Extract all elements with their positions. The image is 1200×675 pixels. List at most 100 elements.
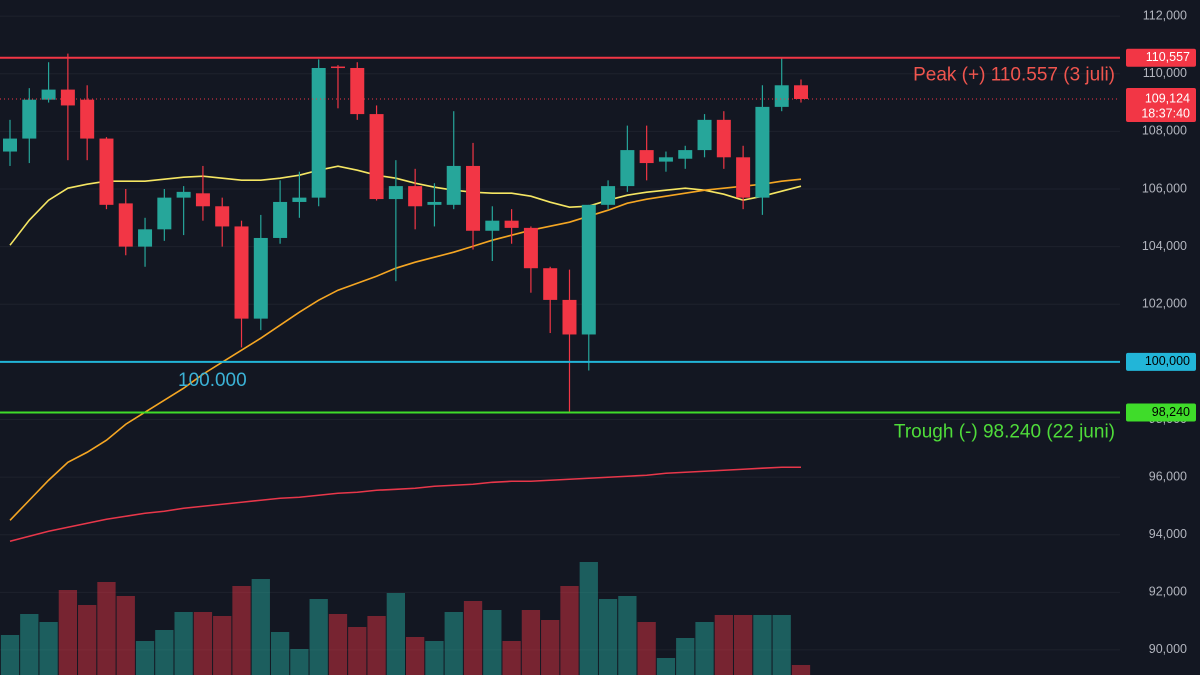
volume-bar	[348, 627, 367, 675]
y-tick-label: 106,000	[1142, 181, 1187, 195]
y-tick-label: 94,000	[1149, 527, 1187, 541]
volume-bar	[425, 641, 444, 675]
level-label: 100,000	[1145, 354, 1190, 368]
candle-body	[543, 268, 558, 300]
candle-body	[736, 157, 751, 198]
volume-bar	[676, 638, 695, 675]
candle-body	[253, 237, 268, 319]
volume-bar	[328, 614, 348, 675]
candle-body	[639, 150, 654, 164]
candle-body	[466, 165, 481, 231]
countdown: 18:37:40	[1141, 106, 1190, 120]
volume-bar	[618, 596, 637, 675]
last-price-badge	[1126, 87, 1196, 122]
volume-bar	[116, 596, 135, 675]
candle-body	[601, 186, 616, 205]
level-badge	[1126, 352, 1196, 371]
candle-body	[234, 226, 249, 319]
candle-body	[408, 186, 423, 207]
level-annotation: 100.000	[178, 370, 247, 391]
volume-bar	[309, 599, 328, 675]
candle-body	[504, 220, 519, 228]
moving-average	[9, 466, 801, 543]
candle-body	[388, 186, 403, 200]
level-label: 98,240	[1152, 405, 1190, 419]
volume-bar	[78, 605, 97, 675]
volume-bar	[193, 612, 213, 675]
volume-bar	[483, 610, 502, 675]
level-label: 110,557	[1146, 50, 1190, 64]
candle-body	[80, 99, 95, 139]
candle-body	[697, 119, 712, 151]
candle-body	[369, 114, 384, 200]
volume-bar	[444, 612, 463, 675]
y-tick-label: 92,000	[1149, 585, 1187, 599]
volume-bar	[521, 610, 541, 675]
candle-body	[41, 89, 56, 100]
candle-body	[774, 85, 789, 107]
volume-bar	[0, 635, 20, 675]
volume-bar	[135, 641, 155, 675]
candle-body	[195, 193, 210, 207]
volume-bar	[232, 586, 251, 675]
volume-bar	[714, 615, 733, 675]
candle-body	[157, 197, 172, 230]
candle-body	[485, 220, 500, 231]
candle-body	[22, 99, 37, 139]
candle-body	[794, 85, 808, 99]
volume-bar	[97, 582, 116, 675]
y-tick-label: 104,000	[1142, 239, 1187, 253]
volume-bar	[637, 622, 656, 675]
candle-body	[99, 138, 114, 205]
candle-body	[446, 165, 461, 205]
volume-bar	[270, 632, 290, 675]
volume-bar	[290, 649, 309, 675]
candle-body	[311, 67, 326, 198]
candle-body	[658, 157, 673, 162]
moving-average	[9, 178, 802, 521]
volume-bar	[367, 616, 386, 675]
level-annotation: Peak (+) 110.557 (3 juli)	[913, 65, 1115, 86]
candle-body	[755, 106, 770, 198]
volume-bar	[598, 599, 618, 675]
volume-bar	[213, 616, 232, 675]
volume-bar	[753, 615, 772, 675]
volume-bar	[541, 620, 560, 675]
candle-body	[3, 138, 17, 152]
level-badge	[1126, 403, 1196, 422]
y-tick-label: 96,000	[1149, 469, 1187, 483]
candle-body	[215, 206, 230, 227]
volume-bar	[772, 615, 791, 675]
level-badge	[1126, 48, 1196, 67]
level-annotation: Trough (-) 98.240 (22 juni)	[894, 422, 1115, 443]
candle-body	[330, 66, 345, 69]
y-tick-label: 90,000	[1149, 642, 1187, 656]
volume-bar	[579, 562, 598, 675]
y-tick-label: 108,000	[1142, 124, 1187, 138]
volume-bar	[58, 590, 78, 675]
volume-bar	[386, 593, 405, 675]
candle-body	[350, 67, 365, 115]
candle-body	[523, 227, 538, 269]
candle-body	[273, 201, 288, 238]
candle-body	[562, 299, 577, 335]
candle-body	[176, 191, 191, 198]
candle-body	[118, 203, 133, 247]
candle-body	[138, 229, 153, 247]
candle-body	[427, 201, 442, 205]
volume-bar	[463, 601, 483, 675]
candle-body	[292, 197, 307, 202]
volume-bar	[733, 615, 753, 675]
candle-body	[678, 150, 693, 159]
volume-bar	[791, 665, 811, 675]
volume-bar	[39, 622, 58, 675]
candle-body	[716, 119, 731, 158]
volume-bar	[695, 622, 714, 675]
candle-body	[620, 150, 635, 187]
y-tick-label: 110,000	[1143, 66, 1187, 80]
moving-average	[9, 165, 802, 246]
volume-bar	[406, 637, 425, 675]
